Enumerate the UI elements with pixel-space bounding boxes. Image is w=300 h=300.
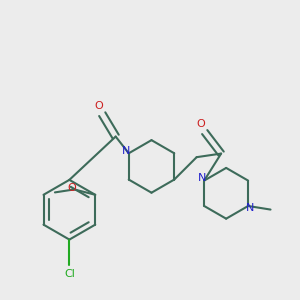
Text: N: N (198, 173, 206, 183)
Text: N: N (122, 146, 130, 156)
Text: O: O (197, 119, 206, 129)
Text: O: O (68, 183, 76, 193)
Text: O: O (94, 101, 103, 111)
Text: Cl: Cl (64, 269, 75, 279)
Text: N: N (246, 203, 255, 213)
